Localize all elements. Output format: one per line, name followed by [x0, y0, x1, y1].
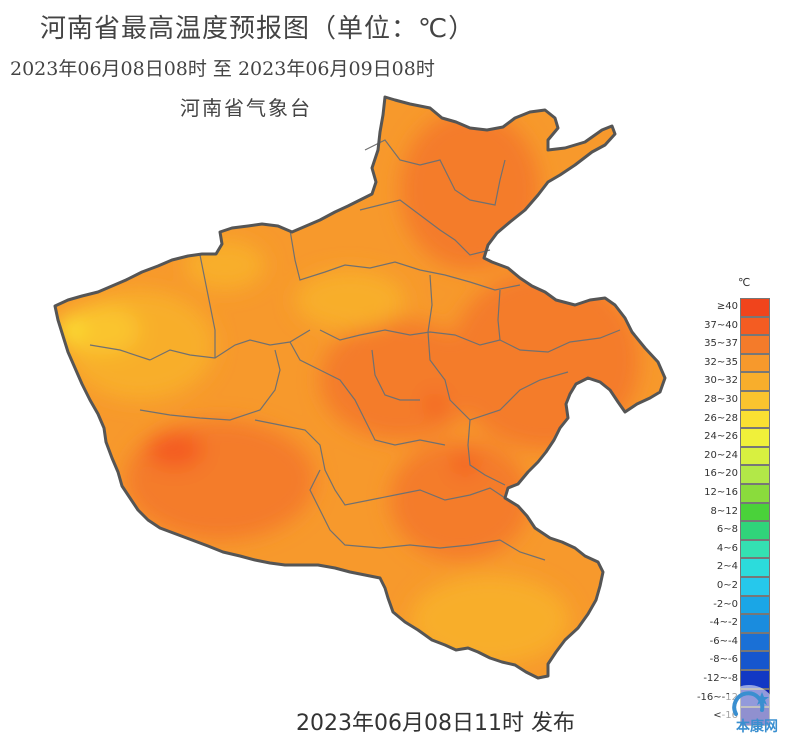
legend-item-label: 12~16: [704, 487, 738, 498]
legend-item: 35~37: [690, 335, 774, 354]
legend-item-label: 8~12: [710, 505, 738, 517]
legend-item-label: -2~0: [713, 598, 738, 610]
release-time: 2023年06月08日11时 发布: [296, 711, 575, 736]
map-title: 河南省最高温度预报图（单位：℃）: [40, 14, 476, 44]
legend-item-label: 20~24: [704, 449, 738, 461]
legend-item-label: 26~28: [704, 412, 738, 424]
legend-item: -2~0: [690, 595, 774, 615]
legend-color-swatch: [740, 372, 770, 391]
legend-color-swatch: [740, 409, 770, 429]
legend-item: 4~6: [690, 539, 774, 559]
legend-item-label: ≥40: [716, 301, 738, 312]
watermark-text: 本康网: [736, 719, 778, 735]
legend-item: 2~4: [690, 558, 774, 577]
watermark-logo-icon: [721, 685, 777, 741]
legend-item-label: 0~2: [716, 580, 738, 591]
legend-color-swatch: [740, 539, 770, 559]
legend-item-label: 24~26: [704, 431, 738, 443]
forecast-period: 2023年06月08日08时 至 2023年06月09日08时: [10, 58, 435, 80]
city-borders: [89, 139, 621, 561]
temperature-fill: [55, 97, 665, 678]
legend-color-swatch: [740, 391, 770, 410]
legend-item: -6~-4: [690, 632, 774, 652]
legend-item: 32~35: [690, 353, 774, 373]
legend-item: 24~26: [690, 428, 774, 447]
legend-color-swatch: [740, 558, 770, 577]
legend-item: ≥40: [690, 298, 774, 317]
legend-item-label: -8~-6: [709, 654, 738, 666]
legend-color-swatch: [740, 298, 770, 317]
legend-color-swatch: [740, 316, 770, 336]
legend-item-label: 6~8: [716, 524, 738, 536]
legend-item: 37~40: [690, 316, 774, 336]
legend-item-label: 35~37: [704, 338, 738, 350]
legend-item-label: 28~30: [704, 394, 738, 405]
legend-color-swatch: [740, 577, 770, 596]
legend-item-label: -4~-2: [709, 617, 738, 629]
legend-item: 20~24: [690, 446, 774, 466]
legend-color-swatch: [740, 632, 770, 652]
legend-color-swatch: [740, 353, 770, 373]
legend-color-swatch: [740, 446, 770, 466]
legend-color-swatch: [740, 428, 770, 447]
legend-item: -4~-2: [690, 614, 774, 633]
legend-item: -8~-6: [690, 651, 774, 670]
legend-item-label: -12~-8: [703, 673, 738, 684]
legend-item-label: 16~20: [704, 468, 738, 480]
legend-item: 6~8: [690, 521, 774, 540]
legend-item: 12~16: [690, 484, 774, 503]
legend-color-swatch: [740, 502, 770, 522]
province-border: [53, 95, 667, 680]
legend-item: 16~20: [690, 465, 774, 484]
legend-item: 30~32: [690, 372, 774, 391]
legend-item-label: 37~40: [704, 319, 738, 331]
legend-color-swatch: [740, 521, 770, 540]
legend-unit: ℃: [738, 276, 751, 289]
legend-color-swatch: [740, 335, 770, 354]
legend-item-label: -16~-12: [696, 691, 738, 703]
legend-color-swatch: [740, 614, 770, 633]
legend-item: 8~12: [690, 502, 774, 522]
legend-item: 28~30: [690, 391, 774, 410]
legend-color-swatch: [740, 651, 770, 670]
legend-color-swatch: [740, 465, 770, 484]
issuing-agency: 河南省气象台: [180, 96, 312, 120]
legend-item-label: 32~35: [704, 356, 738, 368]
legend-item-label: 4~6: [716, 542, 738, 554]
legend-item-label: -6~-4: [709, 635, 738, 647]
legend-item-label: 30~32: [704, 375, 738, 387]
legend-item-label: 2~4: [716, 561, 738, 573]
legend-item: 26~28: [690, 409, 774, 429]
legend-color-swatch: [740, 595, 770, 615]
legend-color-swatch: [740, 484, 770, 503]
legend-item: 0~2: [690, 577, 774, 596]
